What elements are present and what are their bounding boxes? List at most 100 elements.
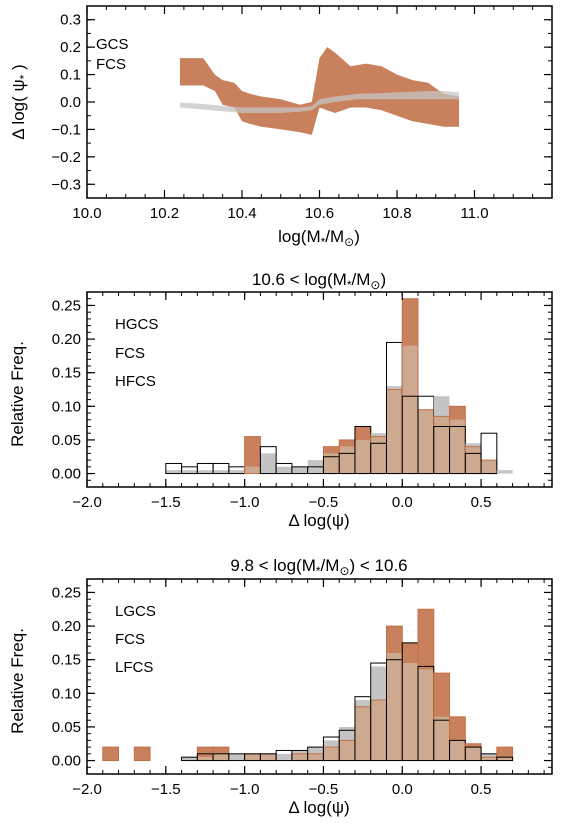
mid-x-tick-label: −0.5 (309, 494, 339, 511)
top-fcs-band (180, 91, 459, 113)
mid-overlap-bar (244, 466, 261, 474)
mid-fcs-bar (496, 470, 513, 474)
bot-y-tick-label: 0.20 (52, 618, 81, 635)
bot-y-tick-label: 0.10 (52, 685, 81, 702)
mid-overlap-bar (465, 446, 482, 474)
bot-gcs-bar (102, 747, 119, 761)
mid-fcs-bar (197, 470, 214, 474)
bot-overlap-bar (307, 753, 324, 761)
bot-overlap-bar (291, 753, 308, 761)
bot-y-tick-label: 0.00 (52, 753, 81, 770)
bot-overlap-bar (260, 753, 277, 761)
mid-fcs-bar (165, 470, 182, 474)
mid-overlap-bar (449, 419, 466, 474)
top-x-tick-label: 10.0 (72, 205, 101, 222)
top-y-tick-label: −0.3 (51, 176, 81, 193)
mid-overlap-bar (370, 436, 387, 474)
mid-fcs-bar (181, 470, 198, 474)
mid-x-tick-label: 0.5 (471, 494, 492, 511)
mid-ticks-layer: −2.0 −1.5 −1.0 −0.5 0.0 0.5 0.00 0.05 0.10 0.15 0.… (52, 291, 552, 511)
mid-plot-frame (86, 291, 553, 488)
bot-gcs-bar-outline (133, 746, 151, 762)
bot-overlap-bar (481, 757, 497, 761)
mid-fcs-bar (291, 466, 308, 474)
bot-overlap-bar (213, 753, 229, 761)
bot-fcs-bar (228, 753, 245, 761)
mid-title: 10.6 < log(M*/M⊙) (252, 270, 386, 292)
bot-y-tick-label: 0.15 (52, 652, 81, 669)
top-x-tick-label: 10.2 (150, 205, 179, 222)
bot-x-tick-label: −0.5 (309, 781, 339, 798)
bot-plot-frame (86, 578, 553, 775)
top-y-tick-label: 0.3 (60, 12, 81, 29)
bot-overlap-bar (323, 747, 340, 761)
bot-overlap-bar (244, 753, 261, 761)
top-x-tick-label: 10.4 (227, 205, 256, 222)
mid-line-bar (259, 446, 277, 475)
mid-fcs-bar (276, 466, 292, 474)
bot-y-tick-label: 0.25 (52, 584, 81, 601)
mid-overlap-bar (433, 416, 450, 474)
mid-overlap-bar (481, 460, 497, 474)
mid-legend-hgcs: HGCS (115, 316, 158, 333)
top-y-tick-label: −0.2 (51, 149, 81, 166)
mid-overlap-bar (323, 453, 340, 474)
mid-series-layer (165, 298, 513, 475)
top-x-tick-label: 10.6 (305, 205, 334, 222)
bot-x-tick-label: −1.0 (230, 781, 260, 798)
mid-legend-hfcs: HFCS (115, 373, 156, 390)
bot-overlap-bar (465, 747, 482, 761)
mid-x-tick-label: −1.5 (151, 494, 181, 511)
top-y-tick-label: 0.2 (60, 39, 81, 56)
panel-mid: 10.6 < log(M*/M⊙) −2.0 −1.5 −1.0 −0.5 0.0 0.5… (8, 270, 553, 530)
bot-y-axis-label: Relative Freq. (8, 628, 27, 734)
bot-overlap-bar (339, 740, 355, 761)
mid-fcs-bar (228, 470, 245, 474)
mid-fcs-bar (260, 453, 277, 474)
top-legend-gcs: GCS (96, 36, 129, 53)
bot-fcs-bar (181, 757, 198, 761)
top-ticks-layer: 10.0 10.2 10.4 10.6 10.8 11.0 0.3 0.2 0.1 0.0 −0.1… (51, 5, 553, 222)
panel-bot: 9.8 < log(M*/M⊙) < 10.6 −2.0 −1.5 −1.0 −0.5… (8, 556, 553, 817)
mid-x-axis-label: Δ log(ψ) (288, 511, 349, 530)
bot-overlap-bar (449, 740, 466, 761)
bot-series-layer (102, 608, 514, 762)
mid-legend-fcs: FCS (115, 345, 145, 362)
top-y-tick-label: 0.1 (60, 67, 81, 84)
bot-overlap-bar (197, 757, 214, 761)
mid-x-tick-label: −2.0 (72, 494, 102, 511)
mid-gcs-bar (244, 436, 261, 474)
mid-overlap-bar (386, 389, 403, 474)
top-x-tick-label: 11.0 (460, 205, 488, 222)
top-y-tick-label: −0.1 (51, 121, 81, 138)
mid-overlap-bar (402, 345, 419, 474)
bot-gcs-bar-outline (102, 746, 120, 762)
mid-y-tick-label: 0.20 (52, 331, 81, 348)
bot-overlap-bar (418, 669, 434, 761)
bot-x-tick-label: −2.0 (72, 781, 102, 798)
bot-x-axis-label: Δ log(ψ) (288, 798, 349, 817)
panel-top: 10.0 10.2 10.4 10.6 10.8 11.0 0.3 0.2 0.1 0.0 −0.1… (9, 5, 553, 249)
mid-fcs-bar (213, 470, 229, 474)
bot-legend-fcs: FCS (115, 631, 145, 648)
mid-overlap-bar (418, 409, 434, 474)
mid-x-tick-label: 0.0 (392, 494, 413, 511)
mid-x-tick-label: −1.0 (230, 494, 260, 511)
top-y-axis-label: Δ log( ψ* ) (9, 64, 31, 139)
bot-overlap-bar (402, 663, 419, 761)
mid-y-tick-label: 0.10 (52, 398, 81, 415)
bot-fcs-bar (276, 753, 292, 761)
bot-legend-lgcs: LGCS (115, 603, 156, 620)
top-x-axis-label: log(M*/M⊙) (278, 227, 360, 249)
bot-x-tick-label: 0.0 (392, 781, 413, 798)
bot-overlap-bar (386, 652, 403, 761)
bot-overlap-bar (370, 700, 387, 761)
bot-legend-lfcs: LFCS (115, 659, 153, 676)
top-y-tick-label: 0.0 (60, 94, 81, 111)
bot-line-bar (496, 756, 514, 762)
mid-overlap-bar (354, 439, 371, 474)
mid-y-tick-label: 0.25 (52, 297, 81, 314)
mid-y-axis-label: Relative Freq. (8, 341, 27, 447)
mid-y-tick-label: 0.15 (52, 365, 81, 382)
